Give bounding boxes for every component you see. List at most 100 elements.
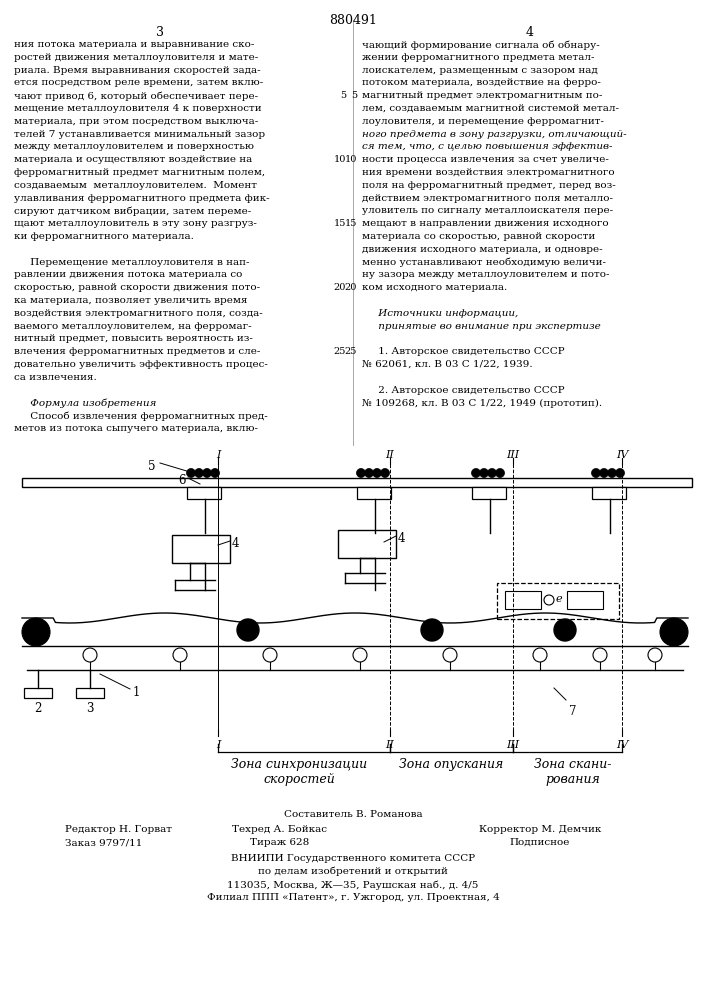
Text: ну зазора между металлоуловителем и пото-: ну зазора между металлоуловителем и пото… bbox=[362, 270, 609, 279]
Circle shape bbox=[353, 648, 367, 662]
Text: создаваемым  металлоуловителем.  Момент: создаваемым металлоуловителем. Момент bbox=[14, 181, 257, 190]
Text: ется посредством реле времени, затем вклю-: ется посредством реле времени, затем вкл… bbox=[14, 78, 263, 87]
Text: ся тем, что, с целью повышения эффектив-: ся тем, что, с целью повышения эффектив- bbox=[362, 142, 612, 151]
Text: 15: 15 bbox=[334, 219, 346, 228]
Circle shape bbox=[616, 468, 624, 478]
Text: ком исходного материала.: ком исходного материала. bbox=[362, 283, 507, 292]
Text: нитный предмет, повысить вероятность из-: нитный предмет, повысить вероятность из- bbox=[14, 334, 253, 343]
Circle shape bbox=[660, 618, 688, 646]
Text: чающий формирование сигнала об обнару-: чающий формирование сигнала об обнару- bbox=[362, 40, 600, 49]
Text: 5: 5 bbox=[351, 91, 357, 100]
Circle shape bbox=[237, 619, 259, 641]
Text: действием электромагнитного поля металло-: действием электромагнитного поля металло… bbox=[362, 194, 613, 203]
Text: уловитель по сигналу металлоискателя пере-: уловитель по сигналу металлоискателя пер… bbox=[362, 206, 613, 215]
Circle shape bbox=[592, 468, 600, 478]
Bar bbox=[338, 530, 396, 558]
Text: 6: 6 bbox=[178, 474, 185, 487]
Circle shape bbox=[356, 468, 366, 478]
Text: I: I bbox=[216, 740, 220, 750]
Text: ного предмета в зону разгрузки, отличающий-: ного предмета в зону разгрузки, отличающ… bbox=[362, 130, 626, 139]
Text: влечения ферромагнитных предметов и сле-: влечения ферромагнитных предметов и сле- bbox=[14, 347, 260, 356]
Bar bbox=[592, 487, 626, 499]
Text: Формула изобретения: Формула изобретения bbox=[14, 398, 156, 408]
Text: Техред А. Бойкас: Техред А. Бойкас bbox=[233, 825, 327, 834]
Text: воздействия электромагнитного поля, созда-: воздействия электромагнитного поля, созд… bbox=[14, 309, 263, 318]
Circle shape bbox=[593, 648, 607, 662]
Text: материала, при этом посредством выключа-: материала, при этом посредством выключа- bbox=[14, 117, 258, 126]
Bar bbox=[22, 478, 692, 487]
Text: поля на ферромагнитный предмет, перед воз-: поля на ферромагнитный предмет, перед во… bbox=[362, 181, 616, 190]
Text: сируют датчиком вибрации, затем переме-: сируют датчиком вибрации, затем переме- bbox=[14, 206, 251, 216]
Text: ферромагнитный предмет магнитным полем,: ферромагнитный предмет магнитным полем, bbox=[14, 168, 265, 177]
Text: жении ферромагнитного предмета метал-: жении ферромагнитного предмета метал- bbox=[362, 53, 595, 62]
Text: 2. Авторское свидетельство СССР: 2. Авторское свидетельство СССР bbox=[362, 386, 565, 395]
Text: Перемещение металлоуловителя в нап-: Перемещение металлоуловителя в нап- bbox=[14, 258, 250, 267]
Text: 10: 10 bbox=[334, 155, 346, 164]
Text: потоком материала, воздействие на ферро-: потоком материала, воздействие на ферро- bbox=[362, 78, 601, 87]
Circle shape bbox=[421, 619, 443, 641]
Text: 4: 4 bbox=[526, 26, 534, 39]
Text: 3: 3 bbox=[156, 26, 164, 39]
Text: Зона опускания: Зона опускания bbox=[399, 758, 503, 771]
Bar bbox=[472, 487, 506, 499]
Text: материала и осуществляют воздействие на: материала и осуществляют воздействие на bbox=[14, 155, 252, 164]
Text: улавливания ферромагнитного предмета фик-: улавливания ферромагнитного предмета фик… bbox=[14, 194, 269, 203]
Text: e: e bbox=[556, 594, 563, 604]
Text: лоуловителя, и перемещение ферромагнит-: лоуловителя, и перемещение ферромагнит- bbox=[362, 117, 604, 126]
Circle shape bbox=[607, 468, 617, 478]
Text: ния потока материала и выравнивание ско-: ния потока материала и выравнивание ско- bbox=[14, 40, 255, 49]
Text: риала. Время выравнивания скоростей зада-: риала. Время выравнивания скоростей зада… bbox=[14, 66, 261, 75]
Text: 20: 20 bbox=[344, 283, 357, 292]
Text: Заказ 9797/11: Заказ 9797/11 bbox=[65, 838, 142, 847]
Text: Редактор Н. Горват: Редактор Н. Горват bbox=[65, 825, 172, 834]
Circle shape bbox=[472, 468, 481, 478]
Text: телей 7 устанавливается минимальный зазор: телей 7 устанавливается минимальный зазо… bbox=[14, 130, 265, 139]
Text: 20: 20 bbox=[334, 283, 346, 292]
Text: 2: 2 bbox=[35, 702, 42, 715]
Text: 7: 7 bbox=[569, 705, 576, 718]
Text: 25: 25 bbox=[344, 347, 357, 356]
Text: чают привод 6, который обеспечивает пере-: чают привод 6, который обеспечивает пере… bbox=[14, 91, 258, 101]
Circle shape bbox=[488, 468, 496, 478]
Text: I: I bbox=[216, 450, 220, 460]
Circle shape bbox=[187, 468, 196, 478]
Text: ния времени воздействия электромагнитного: ния времени воздействия электромагнитног… bbox=[362, 168, 614, 177]
Bar bbox=[187, 487, 221, 499]
Circle shape bbox=[479, 468, 489, 478]
Text: магнитный предмет электромагнитным по-: магнитный предмет электромагнитным по- bbox=[362, 91, 602, 100]
Circle shape bbox=[83, 648, 97, 662]
Bar bbox=[76, 688, 104, 698]
Circle shape bbox=[263, 648, 277, 662]
Text: Способ извлечения ферромагнитных пред-: Способ извлечения ферромагнитных пред- bbox=[14, 411, 268, 421]
Circle shape bbox=[443, 648, 457, 662]
Text: скоростью, равной скорости движения пото-: скоростью, равной скорости движения пото… bbox=[14, 283, 260, 292]
Text: движения исходного материала, и одновре-: движения исходного материала, и одновре- bbox=[362, 245, 602, 254]
Text: принятые во внимание при экспертизе: принятые во внимание при экспертизе bbox=[362, 322, 601, 331]
Text: лем, создаваемым магнитной системой метал-: лем, создаваемым магнитной системой мета… bbox=[362, 104, 619, 113]
Circle shape bbox=[533, 648, 547, 662]
Text: ки ферромагнитного материала.: ки ферромагнитного материала. bbox=[14, 232, 194, 241]
Text: между металлоуловителем и поверхностью: между металлоуловителем и поверхностью bbox=[14, 142, 254, 151]
Text: 1: 1 bbox=[133, 686, 141, 699]
Text: 15: 15 bbox=[344, 219, 357, 228]
Circle shape bbox=[211, 468, 219, 478]
Text: 4: 4 bbox=[232, 537, 240, 550]
Text: са извлечения.: са извлечения. bbox=[14, 373, 97, 382]
Circle shape bbox=[544, 595, 554, 605]
Text: III: III bbox=[506, 450, 520, 460]
Circle shape bbox=[194, 468, 204, 478]
Text: мещение металлоуловителя 4 к поверхности: мещение металлоуловителя 4 к поверхности bbox=[14, 104, 262, 113]
Bar bbox=[497, 583, 619, 619]
Text: по делам изобретений и открытий: по делам изобретений и открытий bbox=[258, 867, 448, 876]
Bar bbox=[24, 688, 52, 698]
Circle shape bbox=[648, 648, 662, 662]
Text: II: II bbox=[385, 740, 395, 750]
Text: IV: IV bbox=[616, 450, 629, 460]
Text: Источники информации,: Источники информации, bbox=[362, 309, 518, 318]
Text: Подписное: Подписное bbox=[510, 838, 570, 847]
Bar bbox=[357, 487, 391, 499]
Circle shape bbox=[554, 619, 576, 641]
Circle shape bbox=[202, 468, 211, 478]
Text: Корректор М. Демчик: Корректор М. Демчик bbox=[479, 825, 601, 834]
Circle shape bbox=[496, 468, 505, 478]
